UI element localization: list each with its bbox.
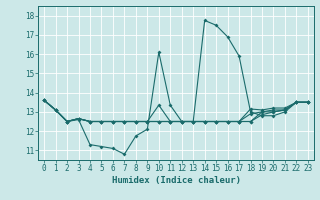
X-axis label: Humidex (Indice chaleur): Humidex (Indice chaleur)	[111, 176, 241, 185]
